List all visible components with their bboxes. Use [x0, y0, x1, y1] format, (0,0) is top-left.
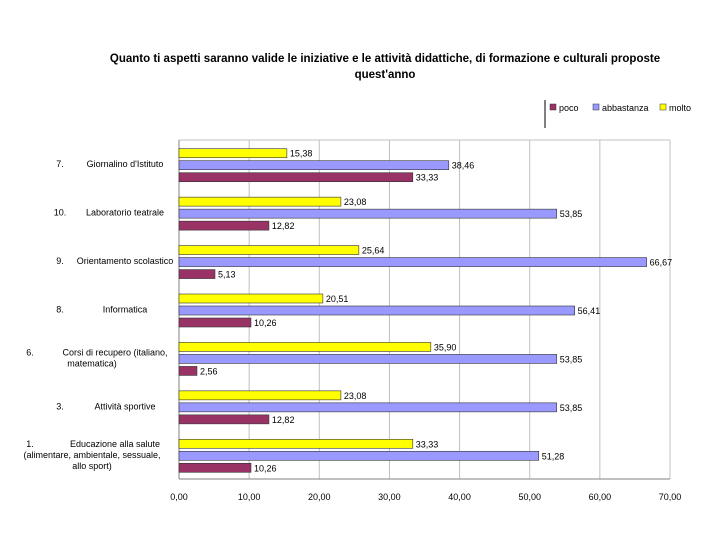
category-label: allo sport) — [72, 461, 112, 471]
data-label-poco: 12,82 — [272, 221, 295, 231]
data-label-abbastanza: 51,28 — [542, 451, 565, 461]
data-label-abbastanza: 53,85 — [560, 403, 583, 413]
category-label: Educazione alla salute — [70, 439, 160, 449]
data-label-poco: 10,26 — [254, 463, 277, 473]
plot-area: 0,00 10,00 20,00 30,00 40,00 50,00 60,00 70,00 1… — [23, 139, 682, 502]
bar-poco — [178, 317, 252, 328]
bar-molto — [178, 390, 342, 401]
bar-abbastanza — [178, 402, 558, 413]
bar-molto — [178, 438, 414, 449]
category-label: Informatica — [103, 305, 148, 315]
x-tick-label: 50,00 — [518, 492, 541, 502]
data-label-abbastanza: 38,46 — [452, 161, 475, 171]
data-label-poco: 5,13 — [218, 270, 236, 280]
data-label-poco: 2,56 — [200, 366, 218, 376]
x-tick-label: 10,00 — [238, 492, 261, 502]
bar-molto — [178, 342, 432, 352]
bar-poco — [178, 172, 414, 183]
category-label: matematica) — [67, 358, 117, 368]
bar-abbastanza — [178, 257, 647, 267]
data-label-molto: 20,51 — [326, 294, 349, 304]
bar-molto — [178, 293, 324, 304]
bar-abbastanza — [178, 208, 558, 219]
bar-abbastanza — [178, 354, 558, 364]
category-label: (alimentare, ambientale, sessuale, — [23, 450, 160, 460]
legend-swatch-molto — [659, 103, 667, 111]
data-label-molto: 33,33 — [416, 439, 439, 449]
bar-molto — [178, 196, 342, 207]
data-label-abbastanza: 56,41 — [578, 306, 601, 316]
chart-title-line-1: Quanto ti aspetti saranno valide le iniz… — [110, 53, 660, 65]
x-tick-label: 30,00 — [378, 492, 401, 502]
legend: poco abbastanza molto — [544, 100, 691, 128]
legend-swatch-poco — [549, 103, 557, 111]
legend-label-poco: poco — [559, 103, 579, 113]
data-label-poco: 33,33 — [416, 173, 439, 183]
x-tick-label: 0,00 — [170, 492, 188, 502]
bar-poco — [178, 414, 270, 425]
data-label-molto: 25,64 — [362, 246, 385, 256]
data-label-poco: 10,26 — [254, 318, 277, 328]
category-number: 6. — [26, 347, 34, 357]
legend-swatch-abbastanza — [592, 103, 600, 111]
bar-poco — [178, 220, 270, 231]
bar-abbastanza — [178, 160, 450, 171]
data-label-abbastanza: 53,85 — [560, 354, 583, 364]
x-tick-label: 60,00 — [589, 492, 612, 502]
data-label-molto: 15,38 — [290, 149, 313, 159]
data-label-molto: 35,90 — [434, 342, 457, 352]
category-number: 9. — [56, 256, 64, 266]
data-label-poco: 12,82 — [272, 415, 295, 425]
category-number: 10. — [54, 208, 67, 218]
category-label: Corsi di recupero (italiano, — [62, 347, 167, 357]
category-number: 1. — [26, 439, 34, 449]
bar-abbastanza — [178, 305, 575, 316]
data-label-molto: 23,08 — [344, 197, 367, 207]
data-label-abbastanza: 66,67 — [650, 258, 673, 268]
bar-poco — [178, 269, 216, 279]
bar-poco — [178, 462, 252, 473]
x-tick-label: 40,00 — [448, 492, 471, 502]
bar-molto — [178, 245, 360, 255]
legend-label-abbastanza: abbastanza — [602, 103, 649, 113]
category-number: 7. — [56, 159, 64, 169]
bar-poco — [178, 366, 198, 376]
category-label: Giornalino d'Istituto — [87, 159, 164, 169]
category-label: Attività sportive — [94, 401, 155, 411]
data-label-molto: 23,08 — [344, 391, 367, 401]
category-number: 3. — [56, 401, 64, 411]
chart-title-line-2: quest'anno — [355, 69, 416, 81]
category-label: Laboratorio teatrale — [86, 208, 164, 218]
x-tick-label: 20,00 — [308, 492, 331, 502]
x-tick-label: 70,00 — [659, 492, 682, 502]
legend-label-molto: molto — [669, 103, 691, 113]
bar-abbastanza — [178, 450, 539, 461]
category-label: Orientamento scolastico — [77, 256, 174, 266]
category-number: 8. — [56, 305, 64, 315]
data-label-abbastanza: 53,85 — [560, 209, 583, 219]
bar-molto — [178, 148, 288, 159]
